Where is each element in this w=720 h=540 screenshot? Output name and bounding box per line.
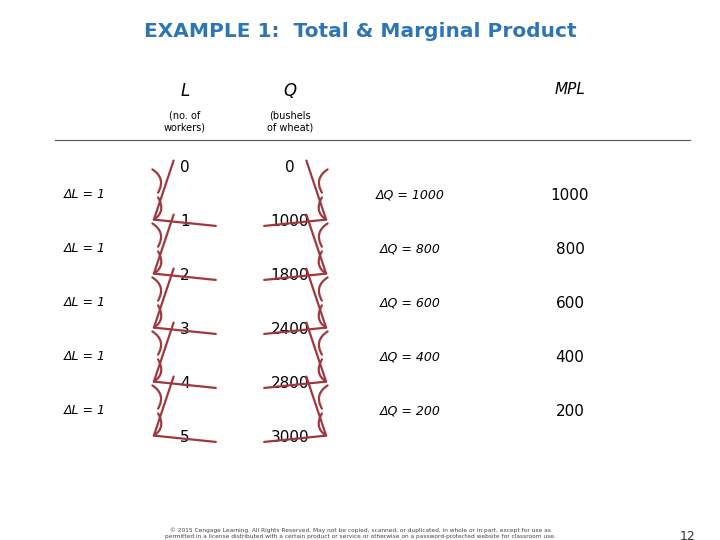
Text: 5: 5 (180, 430, 190, 445)
Text: 2400: 2400 (271, 322, 310, 338)
FancyArrowPatch shape (154, 376, 216, 442)
Text: ΔL = 1: ΔL = 1 (64, 404, 106, 417)
FancyArrowPatch shape (264, 322, 326, 388)
Text: 1000: 1000 (271, 214, 310, 230)
FancyArrowPatch shape (264, 268, 326, 334)
FancyArrowPatch shape (153, 278, 161, 301)
Text: © 2015 Cengage Learning. All Rights Reserved. May not be copied, scanned, or dup: © 2015 Cengage Learning. All Rights Rese… (165, 527, 555, 539)
FancyArrowPatch shape (264, 160, 326, 226)
Text: Q: Q (284, 82, 297, 100)
Text: ΔL = 1: ΔL = 1 (64, 242, 106, 255)
Text: L: L (181, 82, 189, 100)
Text: 4: 4 (180, 376, 190, 392)
Text: 1: 1 (180, 214, 190, 230)
Text: 2: 2 (180, 268, 190, 284)
Text: ΔL = 1: ΔL = 1 (64, 188, 106, 201)
Text: 0: 0 (285, 160, 294, 176)
FancyArrowPatch shape (153, 224, 161, 247)
Text: 12: 12 (679, 530, 695, 540)
Text: ΔQ = 1000: ΔQ = 1000 (376, 188, 444, 201)
Text: 600: 600 (556, 295, 585, 310)
FancyArrowPatch shape (319, 278, 328, 301)
Text: 3000: 3000 (271, 430, 310, 445)
Text: (no. of
workers): (no. of workers) (164, 110, 206, 133)
FancyArrowPatch shape (319, 332, 328, 355)
FancyArrowPatch shape (154, 268, 216, 334)
Text: 200: 200 (556, 403, 585, 418)
Text: ΔL = 1: ΔL = 1 (64, 296, 106, 309)
Text: 800: 800 (556, 241, 585, 256)
Text: ΔQ = 800: ΔQ = 800 (379, 242, 441, 255)
Text: 1800: 1800 (271, 268, 310, 284)
Text: MPL: MPL (554, 82, 585, 97)
Text: (bushels
of wheat): (bushels of wheat) (267, 110, 313, 133)
Text: ΔQ = 600: ΔQ = 600 (379, 296, 441, 309)
FancyArrowPatch shape (319, 170, 328, 193)
FancyArrowPatch shape (153, 170, 161, 193)
FancyArrowPatch shape (154, 160, 216, 226)
FancyArrowPatch shape (264, 376, 326, 442)
Text: EXAMPLE 1:  Total & Marginal Product: EXAMPLE 1: Total & Marginal Product (144, 22, 576, 41)
FancyArrowPatch shape (154, 322, 216, 388)
Text: 1000: 1000 (551, 187, 589, 202)
FancyArrowPatch shape (319, 224, 328, 247)
FancyArrowPatch shape (153, 386, 161, 409)
Text: ΔQ = 400: ΔQ = 400 (379, 350, 441, 363)
FancyArrowPatch shape (264, 214, 326, 280)
FancyArrowPatch shape (154, 214, 216, 280)
Text: 2800: 2800 (271, 376, 310, 392)
FancyArrowPatch shape (153, 332, 161, 355)
Text: ΔQ = 200: ΔQ = 200 (379, 404, 441, 417)
FancyArrowPatch shape (319, 386, 328, 409)
Text: 0: 0 (180, 160, 190, 176)
Text: 400: 400 (556, 349, 585, 364)
Text: ΔL = 1: ΔL = 1 (64, 350, 106, 363)
Text: 3: 3 (180, 322, 190, 338)
